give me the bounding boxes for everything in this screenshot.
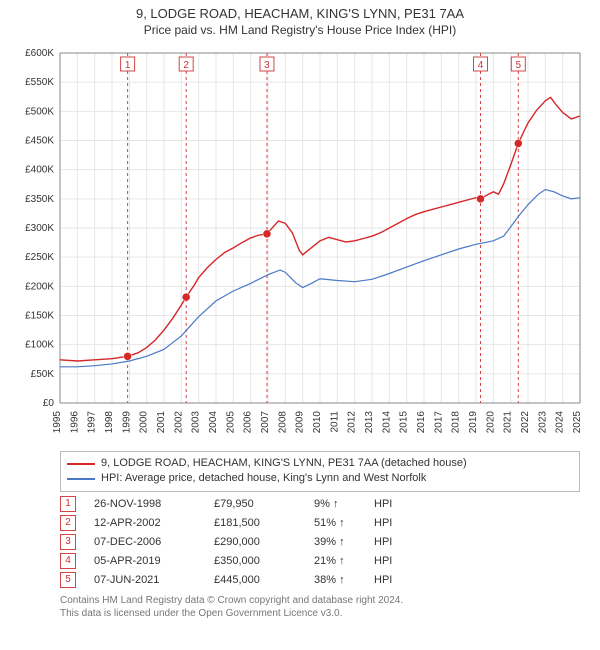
svg-text:£0: £0 — [43, 398, 55, 409]
legend-swatch — [67, 478, 95, 480]
transaction-date: 05-APR-2019 — [94, 555, 214, 567]
transaction-price: £181,500 — [214, 517, 314, 529]
svg-text:£300K: £300K — [25, 223, 54, 234]
svg-text:2013: 2013 — [364, 411, 375, 434]
svg-text:2014: 2014 — [381, 411, 392, 434]
transactions-table: 126-NOV-1998£79,9509% ↑HPI212-APR-2002£1… — [60, 496, 580, 588]
svg-text:3: 3 — [264, 60, 270, 71]
chart-svg: £0 £50K £100K £150K £200K £250K £300K £350K £400… — [10, 43, 590, 445]
legend-row: HPI: Average price, detached house, King… — [67, 471, 573, 486]
transaction-date: 07-DEC-2006 — [94, 536, 214, 548]
svg-text:2002: 2002 — [173, 411, 184, 434]
svg-text:2001: 2001 — [156, 411, 167, 434]
svg-text:1998: 1998 — [104, 411, 115, 434]
transaction-price: £445,000 — [214, 574, 314, 586]
svg-text:2023: 2023 — [537, 411, 548, 434]
transaction-row: 2 12-APR-2002£181,50051% ↑HPI — [60, 515, 580, 531]
svg-text:2024: 2024 — [555, 411, 566, 434]
svg-text:£550K: £550K — [25, 77, 54, 88]
transaction-marker: 1 — [60, 496, 76, 512]
svg-text:2012: 2012 — [347, 411, 358, 434]
transaction-date: 12-APR-2002 — [94, 517, 214, 529]
transaction-hpi-label: HPI — [374, 574, 414, 586]
svg-text:2004: 2004 — [208, 411, 219, 434]
transaction-price: £350,000 — [214, 555, 314, 567]
svg-text:2005: 2005 — [225, 411, 236, 434]
svg-text:2010: 2010 — [312, 411, 323, 434]
svg-text:2011: 2011 — [329, 411, 340, 433]
transaction-hpi-label: HPI — [374, 536, 414, 548]
transaction-hpi-label: HPI — [374, 498, 414, 510]
svg-text:1: 1 — [125, 60, 131, 71]
svg-text:4: 4 — [478, 60, 484, 71]
svg-text:£50K: £50K — [31, 369, 55, 380]
transaction-pct: 21% ↑ — [314, 555, 374, 567]
chart-plot-area: £0 £50K £100K £150K £200K £250K £300K £350K £400… — [10, 43, 590, 445]
svg-text:£600K: £600K — [25, 48, 54, 59]
transaction-pct: 51% ↑ — [314, 517, 374, 529]
transaction-date: 26-NOV-1998 — [94, 498, 214, 510]
svg-text:2000: 2000 — [139, 411, 150, 434]
transaction-row: 5 07-JUN-2021£445,00038% ↑HPI — [60, 572, 580, 588]
chart-container: { "title": { "main": "9, LODGE ROAD, HEA… — [0, 0, 600, 650]
svg-text:2007: 2007 — [260, 411, 271, 434]
svg-text:2006: 2006 — [243, 411, 254, 434]
svg-text:5: 5 — [516, 60, 522, 71]
svg-text:2018: 2018 — [451, 411, 462, 434]
svg-text:1996: 1996 — [69, 411, 80, 434]
transaction-row: 1 26-NOV-1998£79,9509% ↑HPI — [60, 496, 580, 512]
transaction-hpi-label: HPI — [374, 517, 414, 529]
footer-note: Contains HM Land Registry data © Crown c… — [60, 594, 580, 620]
svg-text:2003: 2003 — [191, 411, 202, 434]
chart-title-main: 9, LODGE ROAD, HEACHAM, KING'S LYNN, PE3… — [10, 6, 590, 21]
legend-box: 9, LODGE ROAD, HEACHAM, KING'S LYNN, PE3… — [60, 451, 580, 492]
footer-line-1: Contains HM Land Registry data © Crown c… — [60, 594, 580, 607]
svg-text:2009: 2009 — [295, 411, 306, 434]
transaction-row: 3 07-DEC-2006£290,00039% ↑HPI — [60, 534, 580, 550]
legend-swatch — [67, 463, 95, 465]
svg-text:2021: 2021 — [503, 411, 514, 434]
svg-text:2020: 2020 — [485, 411, 496, 434]
transaction-marker: 4 — [60, 553, 76, 569]
transaction-marker: 5 — [60, 572, 76, 588]
chart-titles: 9, LODGE ROAD, HEACHAM, KING'S LYNN, PE3… — [0, 0, 600, 37]
transaction-pct: 9% ↑ — [314, 498, 374, 510]
transaction-price: £79,950 — [214, 498, 314, 510]
svg-text:£450K: £450K — [25, 136, 54, 147]
legend-row: 9, LODGE ROAD, HEACHAM, KING'S LYNN, PE3… — [67, 456, 573, 471]
svg-text:£200K: £200K — [25, 281, 54, 292]
transaction-pct: 38% ↑ — [314, 574, 374, 586]
svg-text:2008: 2008 — [277, 411, 288, 434]
svg-text:1999: 1999 — [121, 411, 132, 434]
svg-text:2016: 2016 — [416, 411, 427, 434]
transaction-date: 07-JUN-2021 — [94, 574, 214, 586]
svg-text:£350K: £350K — [25, 194, 54, 205]
footer-line-2: This data is licensed under the Open Gov… — [60, 607, 580, 620]
transaction-pct: 39% ↑ — [314, 536, 374, 548]
transaction-row: 4 05-APR-2019£350,00021% ↑HPI — [60, 553, 580, 569]
svg-text:1995: 1995 — [52, 411, 63, 434]
chart-title-sub: Price paid vs. HM Land Registry's House … — [10, 23, 590, 37]
svg-text:2015: 2015 — [399, 411, 410, 434]
svg-text:2019: 2019 — [468, 411, 479, 434]
transaction-marker: 2 — [60, 515, 76, 531]
transaction-hpi-label: HPI — [374, 555, 414, 567]
svg-text:2022: 2022 — [520, 411, 531, 434]
svg-text:£500K: £500K — [25, 106, 54, 117]
svg-text:1997: 1997 — [87, 411, 98, 434]
transaction-price: £290,000 — [214, 536, 314, 548]
svg-text:2: 2 — [183, 60, 189, 71]
transaction-marker: 3 — [60, 534, 76, 550]
svg-text:2017: 2017 — [433, 411, 444, 434]
svg-text:£400K: £400K — [25, 165, 54, 176]
svg-text:2025: 2025 — [572, 411, 583, 434]
legend-label: 9, LODGE ROAD, HEACHAM, KING'S LYNN, PE3… — [101, 456, 467, 471]
svg-text:£100K: £100K — [25, 340, 54, 351]
svg-text:£150K: £150K — [25, 311, 54, 322]
legend-label: HPI: Average price, detached house, King… — [101, 471, 426, 486]
svg-text:£250K: £250K — [25, 252, 54, 263]
